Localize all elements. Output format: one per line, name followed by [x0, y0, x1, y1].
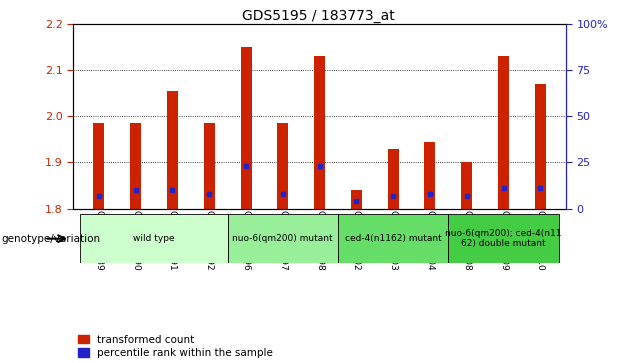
Bar [387, 148, 399, 209]
Text: ced-4(n1162) mutant: ced-4(n1162) mutant [345, 234, 441, 243]
Bar [535, 84, 546, 209]
Bar [240, 47, 252, 209]
Bar [130, 123, 141, 209]
Bar [351, 190, 362, 209]
Text: wild type: wild type [134, 234, 175, 243]
Bar [314, 56, 325, 209]
Bar [93, 123, 104, 209]
Bar [461, 162, 473, 209]
Legend: transformed count, percentile rank within the sample: transformed count, percentile rank withi… [78, 335, 273, 358]
Bar [424, 142, 436, 209]
Text: GDS5195 / 183773_at: GDS5195 / 183773_at [242, 9, 394, 23]
Text: nuo-6(qm200); ced-4(n11
62) double mutant: nuo-6(qm200); ced-4(n11 62) double mutan… [445, 229, 562, 248]
Bar [448, 214, 558, 263]
Text: genotype/variation: genotype/variation [1, 234, 100, 244]
Bar [204, 123, 215, 209]
Bar [167, 91, 178, 209]
Bar [277, 123, 288, 209]
Bar [81, 214, 228, 263]
Text: nuo-6(qm200) mutant: nuo-6(qm200) mutant [233, 234, 333, 243]
Bar [228, 214, 338, 263]
Bar [498, 56, 509, 209]
Bar [338, 214, 448, 263]
